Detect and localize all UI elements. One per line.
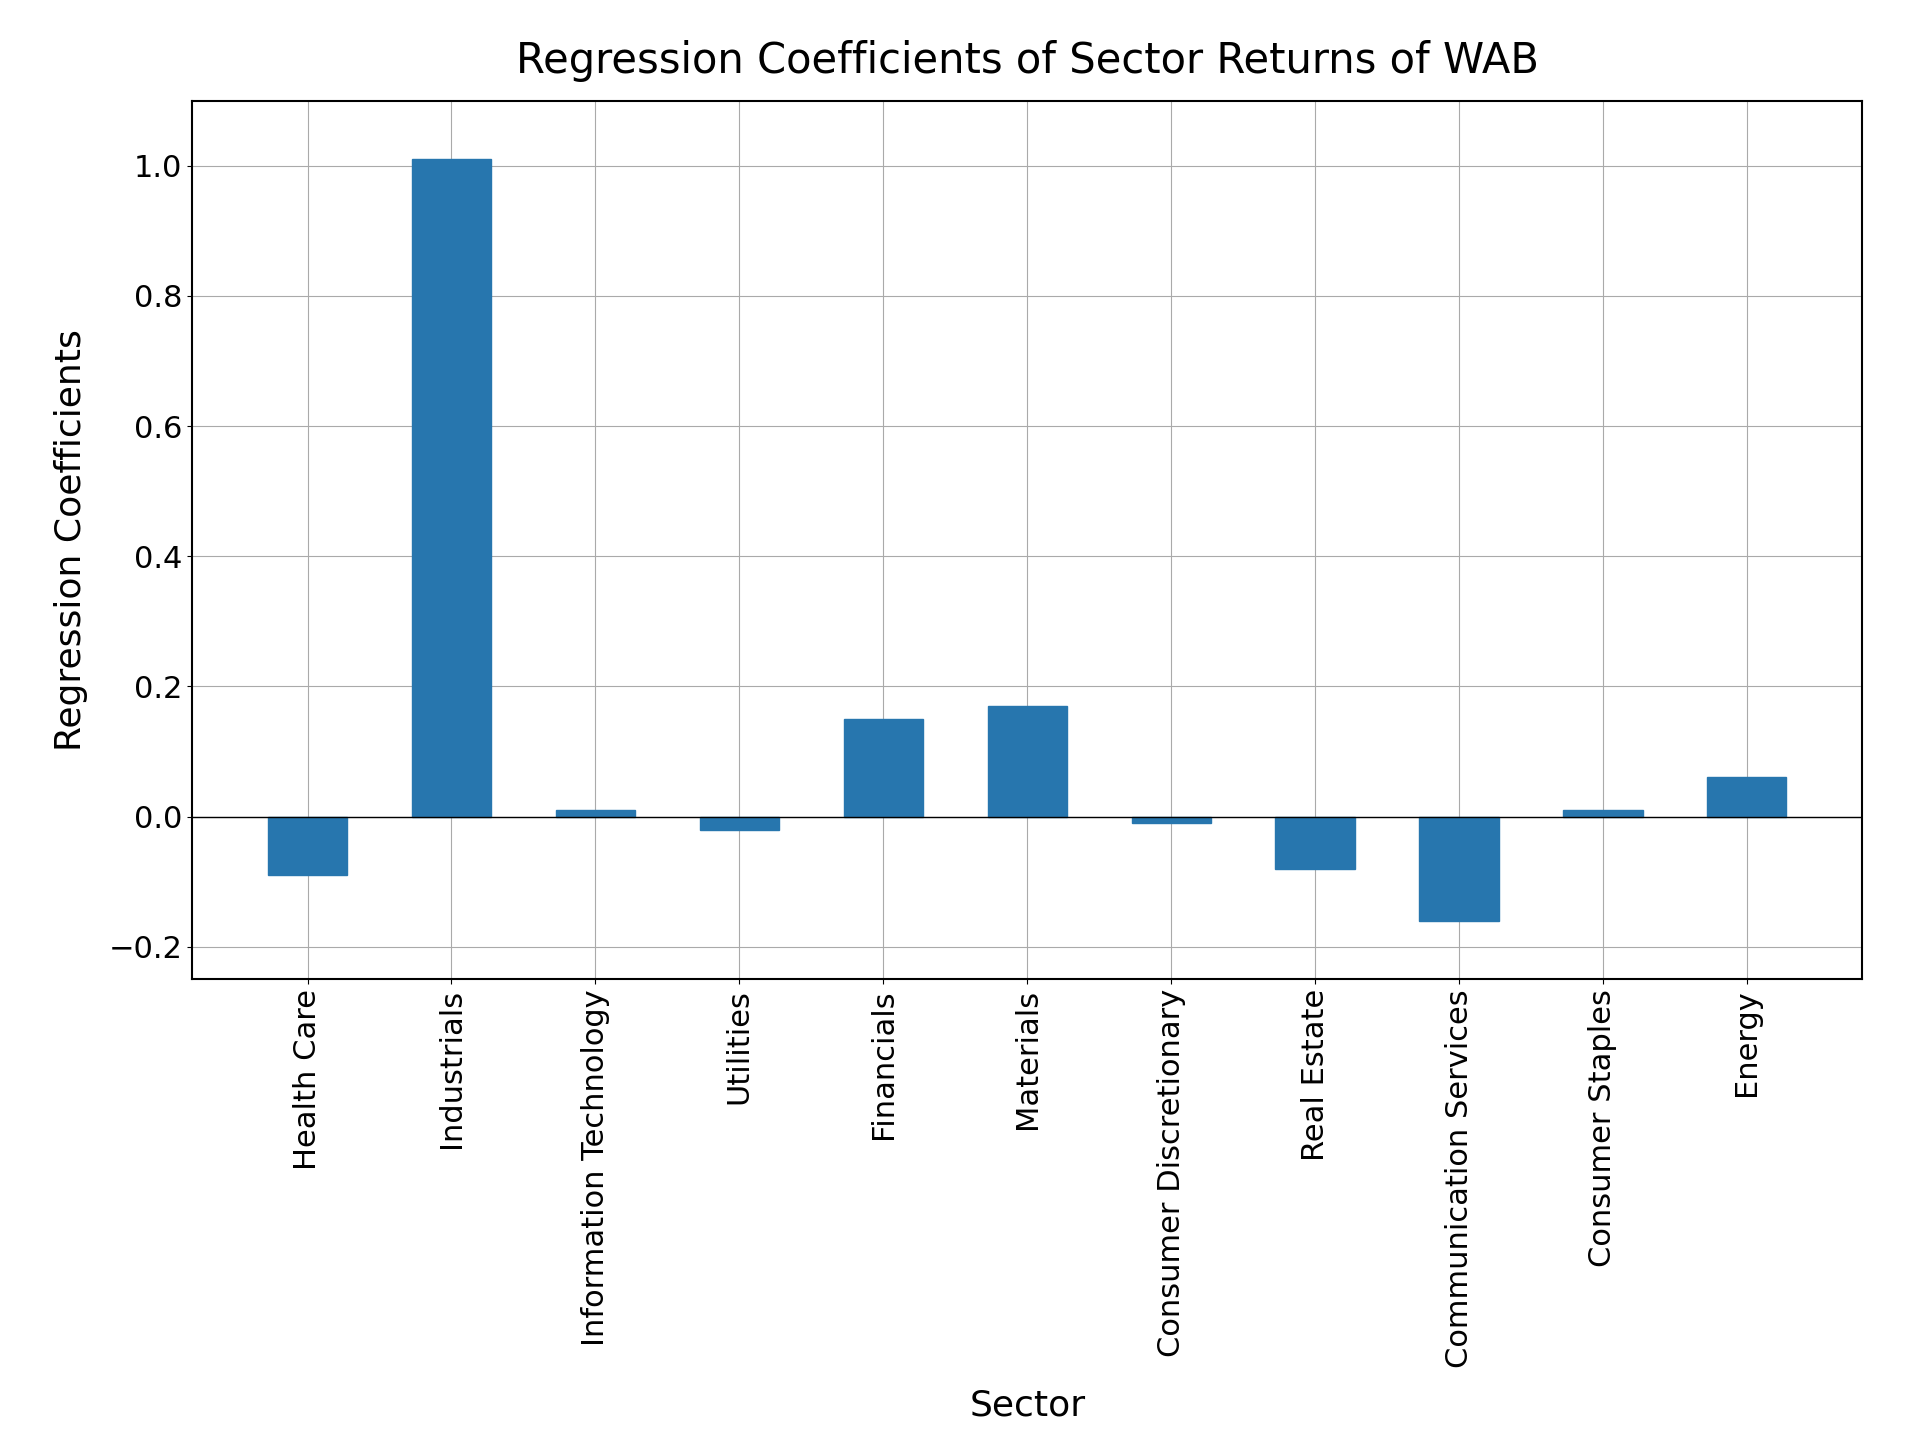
Bar xyxy=(413,160,492,816)
Bar xyxy=(987,706,1068,816)
Bar xyxy=(1707,778,1786,816)
X-axis label: Sector: Sector xyxy=(970,1388,1085,1423)
Y-axis label: Regression Coefficients: Regression Coefficients xyxy=(54,330,88,750)
Bar xyxy=(843,719,924,816)
Bar xyxy=(1563,811,1642,816)
Bar xyxy=(269,816,348,876)
Bar xyxy=(555,811,636,816)
Bar xyxy=(699,816,780,829)
Bar xyxy=(1275,816,1356,868)
Bar xyxy=(1419,816,1500,920)
Bar xyxy=(1131,816,1212,824)
Title: Regression Coefficients of Sector Returns of WAB: Regression Coefficients of Sector Return… xyxy=(516,40,1538,82)
